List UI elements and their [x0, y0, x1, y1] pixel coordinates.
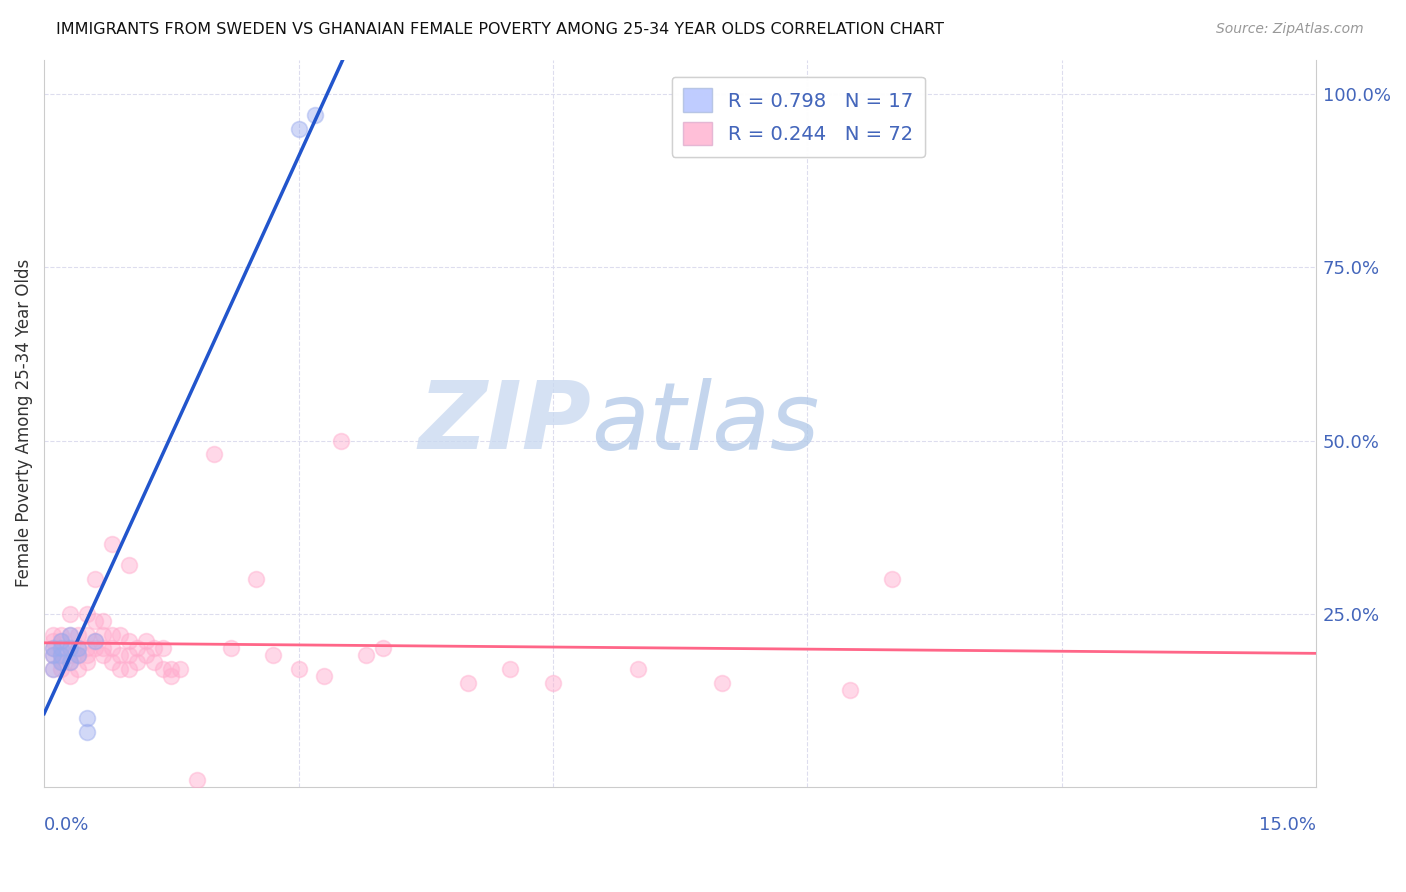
Point — [127, 655, 149, 669]
Point — [41, 641, 63, 656]
Point — [76, 655, 98, 669]
Point — [152, 641, 174, 656]
Point — [118, 662, 141, 676]
Point — [287, 121, 309, 136]
Point — [711, 676, 734, 690]
Point — [49, 648, 72, 663]
Point — [58, 641, 80, 656]
Point — [143, 641, 166, 656]
Point — [101, 627, 124, 641]
Point — [186, 772, 208, 787]
Y-axis label: Female Poverty Among 25-34 Year Olds: Female Poverty Among 25-34 Year Olds — [15, 260, 32, 588]
Point — [58, 627, 80, 641]
Point — [169, 662, 191, 676]
Point — [41, 648, 63, 663]
Point — [110, 662, 132, 676]
Point — [84, 614, 107, 628]
Point — [76, 607, 98, 621]
Point — [93, 614, 115, 628]
Text: IMMIGRANTS FROM SWEDEN VS GHANAIAN FEMALE POVERTY AMONG 25-34 YEAR OLDS CORRELAT: IMMIGRANTS FROM SWEDEN VS GHANAIAN FEMAL… — [56, 22, 945, 37]
Point — [245, 572, 267, 586]
Point — [101, 641, 124, 656]
Point — [356, 648, 378, 663]
Point — [457, 676, 479, 690]
Point — [287, 662, 309, 676]
Text: 0.0%: 0.0% — [44, 816, 90, 834]
Point — [58, 669, 80, 683]
Point — [49, 655, 72, 669]
Point — [41, 627, 63, 641]
Point — [84, 641, 107, 656]
Point — [49, 655, 72, 669]
Point — [110, 627, 132, 641]
Point — [312, 669, 335, 683]
Point — [160, 669, 183, 683]
Point — [58, 655, 80, 669]
Point — [499, 662, 522, 676]
Point — [49, 634, 72, 648]
Point — [49, 648, 72, 663]
Point — [93, 648, 115, 663]
Point — [135, 648, 157, 663]
Point — [118, 648, 141, 663]
Point — [84, 572, 107, 586]
Point — [41, 641, 63, 656]
Point — [329, 434, 352, 448]
Point — [373, 641, 395, 656]
Point — [143, 655, 166, 669]
Point — [66, 641, 89, 656]
Point — [627, 662, 650, 676]
Point — [93, 627, 115, 641]
Point — [84, 634, 107, 648]
Point — [880, 572, 903, 586]
Point — [101, 537, 124, 551]
Point — [76, 724, 98, 739]
Point — [58, 641, 80, 656]
Point — [202, 447, 225, 461]
Point — [66, 648, 89, 663]
Point — [41, 648, 63, 663]
Point — [93, 641, 115, 656]
Point — [118, 634, 141, 648]
Text: ZIP: ZIP — [418, 377, 591, 469]
Point — [262, 648, 284, 663]
Point — [101, 655, 124, 669]
Point — [304, 108, 326, 122]
Point — [49, 634, 72, 648]
Point — [58, 655, 80, 669]
Point — [41, 634, 63, 648]
Point — [838, 682, 860, 697]
Text: Source: ZipAtlas.com: Source: ZipAtlas.com — [1216, 22, 1364, 37]
Point — [160, 662, 183, 676]
Point — [135, 634, 157, 648]
Text: atlas: atlas — [591, 378, 820, 469]
Point — [58, 607, 80, 621]
Point — [76, 648, 98, 663]
Point — [118, 558, 141, 573]
Point — [41, 662, 63, 676]
Point — [66, 627, 89, 641]
Point — [541, 676, 564, 690]
Legend: R = 0.798   N = 17, R = 0.244   N = 72: R = 0.798 N = 17, R = 0.244 N = 72 — [672, 77, 925, 157]
Text: 15.0%: 15.0% — [1258, 816, 1316, 834]
Point — [49, 641, 72, 656]
Point — [84, 634, 107, 648]
Point — [66, 641, 89, 656]
Point — [127, 641, 149, 656]
Point — [152, 662, 174, 676]
Point — [66, 662, 89, 676]
Point — [41, 662, 63, 676]
Point — [219, 641, 242, 656]
Point — [49, 662, 72, 676]
Point — [76, 641, 98, 656]
Point — [58, 648, 80, 663]
Point — [58, 627, 80, 641]
Point — [110, 648, 132, 663]
Point — [49, 627, 72, 641]
Point — [76, 711, 98, 725]
Point — [66, 648, 89, 663]
Point — [76, 627, 98, 641]
